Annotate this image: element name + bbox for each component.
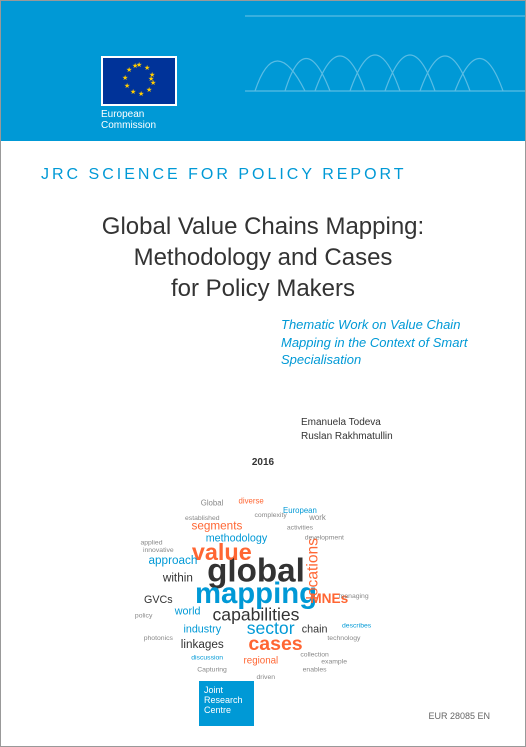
- org-line1: European: [101, 109, 144, 120]
- wordcloud-word: example: [321, 659, 347, 666]
- wordcloud: globalmappingvaluecapabilitiescasessecto…: [101, 476, 411, 686]
- wordcloud-word: world: [174, 606, 201, 618]
- wordcloud-word: approach: [149, 554, 198, 567]
- wordcloud-word: enables: [303, 666, 328, 673]
- wordcloud-word: industry: [183, 623, 221, 635]
- building-silhouette: [245, 1, 525, 96]
- title-line3: for Policy Makers: [171, 275, 355, 302]
- logo-block: ★ ★ ★ ★ ★ ★ ★ ★ ★ ★ ★ ★ European Commiss…: [101, 56, 221, 131]
- wordcloud-word: within: [162, 571, 193, 584]
- header-bar: ★ ★ ★ ★ ★ ★ ★ ★ ★ ★ ★ ★ European Commiss…: [1, 1, 525, 141]
- wordcloud-word: driven: [256, 674, 275, 681]
- subtitle: Thematic Work on Value Chain Mapping in …: [281, 316, 481, 369]
- org-line2: Commission: [101, 120, 156, 131]
- wordcloud-word: methodology: [206, 532, 268, 544]
- wordcloud-word: GVCs: [144, 594, 173, 606]
- wordcloud-word: discussion: [191, 655, 223, 662]
- wordcloud-word: innovative: [143, 547, 174, 554]
- eu-flag: ★ ★ ★ ★ ★ ★ ★ ★ ★ ★ ★ ★: [101, 56, 177, 106]
- org-name: European Commission: [101, 109, 221, 131]
- title-line2: Methodology and Cases: [134, 244, 393, 271]
- wordcloud-word: sector: [247, 618, 295, 638]
- author-2: Ruslan Rakhmatullin: [301, 431, 393, 442]
- authors: Emanuela Todeva Ruslan Rakhmatullin: [301, 416, 393, 444]
- jrc-box: Joint Research Centre: [199, 681, 254, 726]
- eur-code: EUR 28085 EN: [428, 711, 490, 721]
- wordcloud-word: activities: [287, 525, 314, 532]
- wordcloud-word: Global: [201, 498, 224, 507]
- wordcloud-word: describes: [342, 622, 372, 629]
- wordcloud-word: photonics: [144, 635, 174, 642]
- wordcloud-word: managing: [339, 593, 369, 600]
- wordcloud-word: policy: [135, 613, 153, 620]
- jrc-line1: Joint: [204, 685, 223, 695]
- wordcloud-word: complexity: [255, 512, 288, 519]
- wordcloud-word: technology: [327, 635, 361, 642]
- title-line1: Global Value Chains Mapping:: [102, 213, 424, 240]
- wordcloud-word: chain: [302, 623, 328, 635]
- wordcloud-word: diverse: [239, 496, 264, 505]
- year: 2016: [1, 457, 525, 468]
- wordcloud-word: established: [185, 515, 220, 522]
- report-type: JRC SCIENCE FOR POLICY REPORT: [41, 166, 407, 184]
- author-1: Emanuela Todeva: [301, 417, 381, 428]
- wordcloud-word: linkages: [181, 638, 224, 651]
- wordcloud-word: regional: [244, 656, 279, 667]
- wordcloud-word: work: [308, 513, 326, 522]
- wordcloud-word: Capturing: [197, 666, 227, 673]
- jrc-line2: Research: [204, 695, 243, 705]
- wordcloud-word: applied: [140, 539, 162, 546]
- page-title: Global Value Chains Mapping: Methodology…: [1, 211, 525, 305]
- eu-stars: ★ ★ ★ ★ ★ ★ ★ ★ ★ ★ ★ ★: [121, 63, 157, 99]
- wordcloud-word: development: [305, 534, 344, 541]
- jrc-line3: Centre: [204, 705, 231, 715]
